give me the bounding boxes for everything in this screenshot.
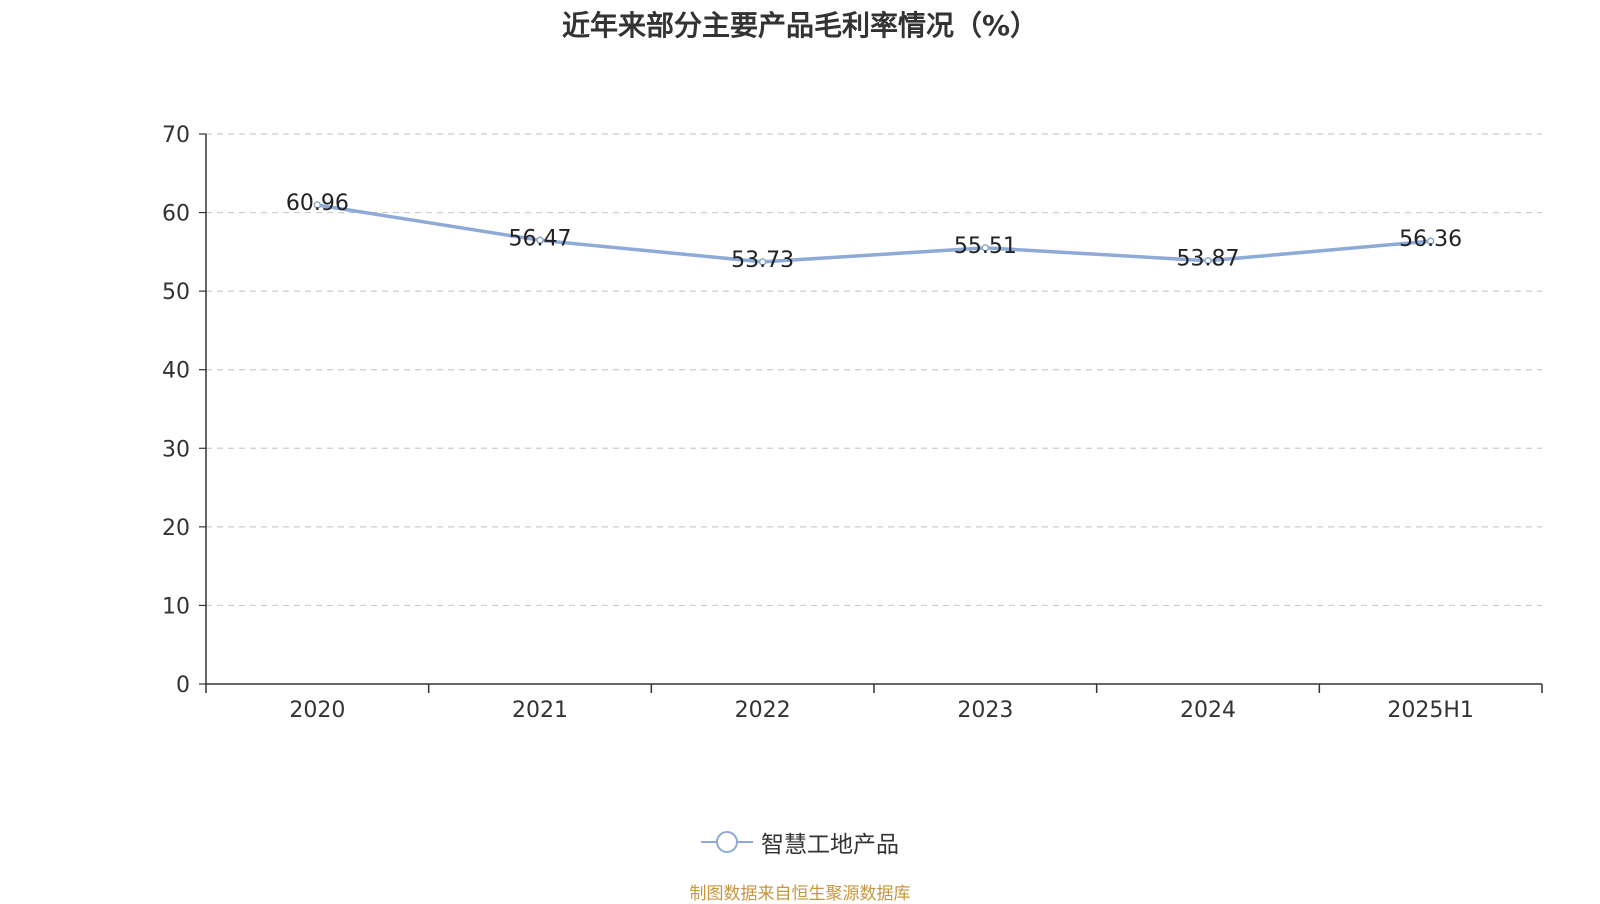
- x-tick-label: 2020: [289, 698, 345, 723]
- data-point[interactable]: [981, 244, 990, 252]
- legend-label: 智慧工地产品: [761, 832, 899, 858]
- data-label: 56.47: [509, 226, 572, 251]
- x-tick-label: 2023: [957, 698, 1013, 723]
- y-tick-label: 60: [162, 202, 190, 227]
- data-label: 53.87: [1177, 247, 1240, 272]
- grid-lines: [206, 133, 1542, 607]
- data-label: 56.36: [1399, 227, 1462, 252]
- data-point[interactable]: [758, 258, 767, 266]
- data-point[interactable]: [1426, 237, 1435, 245]
- source-note: 制图数据来自恒生聚源数据库: [689, 884, 911, 904]
- series-line-group: [313, 201, 1435, 266]
- chart-title: 近年来部分主要产品毛利率情况（%）: [561, 9, 1039, 42]
- data-point[interactable]: [1204, 256, 1212, 265]
- data-labels: 60.96 56.47 53.73 55.51 53.87 56.36: [286, 191, 1462, 273]
- axes: 0 10 20 30 40 50 60 70 2020 2021 2022 2023 2024 2025H…: [162, 123, 1543, 723]
- legend[interactable]: 智慧工地产品: [0, 822, 1600, 862]
- y-tick-label: 30: [162, 437, 190, 462]
- y-tick-label: 40: [162, 359, 190, 384]
- x-tick-label: 2025H1: [1387, 698, 1474, 723]
- series-line: [315, 203, 1433, 264]
- y-tick-label: 20: [162, 516, 190, 541]
- data-point[interactable]: [536, 236, 544, 245]
- y-tick-label: 70: [162, 123, 190, 148]
- y-tick-label: 0: [176, 673, 190, 698]
- x-tick-label: 2024: [1180, 698, 1236, 723]
- y-tick-label: 50: [162, 280, 190, 305]
- data-label: 55.51: [954, 234, 1017, 259]
- x-tick-label: 2022: [735, 698, 791, 723]
- legend-line-circle-icon: [701, 831, 753, 853]
- data-point[interactable]: [313, 201, 322, 209]
- y-tick-label: 10: [162, 594, 190, 619]
- data-label: 60.96: [286, 191, 349, 216]
- data-label: 53.73: [731, 248, 794, 273]
- x-tick-label: 2021: [512, 698, 568, 723]
